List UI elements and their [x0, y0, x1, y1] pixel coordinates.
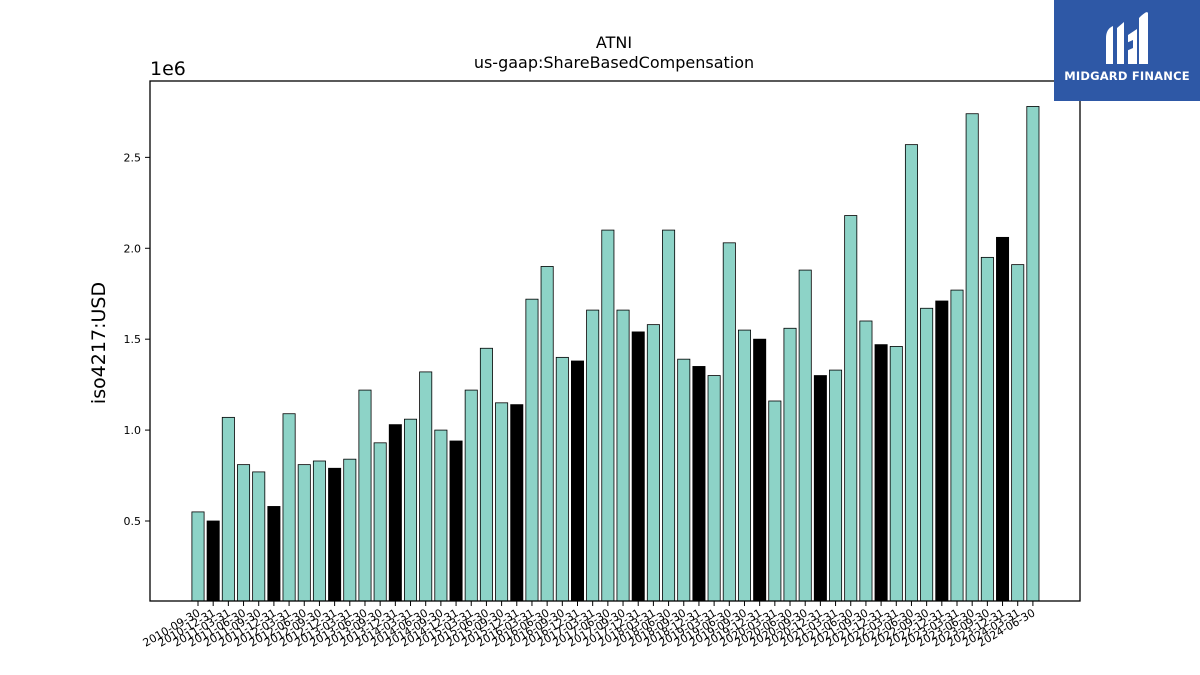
bars-group	[191, 106, 1040, 602]
bar-2018-03-31	[646, 324, 660, 602]
bar-2021-03-31	[829, 369, 843, 602]
bar-2020-03-31	[768, 400, 782, 602]
bar-2019-06-30	[722, 242, 736, 602]
bar-2021-09-30	[859, 320, 873, 602]
bar-2012-12-31	[328, 467, 342, 602]
bar-2014-09-30	[434, 429, 448, 602]
y-tick-label: 2.5	[124, 151, 142, 164]
bar-2023-03-31	[950, 289, 964, 602]
bar-2019-09-30	[737, 329, 751, 602]
bar-2020-09-30	[798, 269, 812, 602]
bar-2013-03-31	[343, 458, 357, 602]
bar-2013-09-30	[373, 442, 387, 602]
bar-2021-06-30	[844, 215, 858, 602]
y-axis: 0.5 1.0 1.5 2.0 2.5	[124, 151, 150, 528]
bar-2018-12-31	[692, 366, 706, 602]
bar-2011-03-31	[221, 416, 235, 602]
logo-text: MIDGARD FINANCE	[1064, 69, 1190, 83]
y-tick-label: 0.5	[124, 515, 142, 528]
logo-mark-icon	[1106, 12, 1148, 65]
bar-2014-12-31	[449, 440, 463, 602]
bar-2012-06-30	[297, 464, 311, 602]
chart-title: ATNI	[596, 33, 632, 52]
bar-2011-09-30	[252, 471, 266, 602]
bar-2012-09-30	[312, 460, 326, 602]
bar-2018-09-30	[677, 358, 691, 602]
bar-2022-06-30	[904, 144, 918, 602]
bar-2015-06-30	[479, 347, 493, 602]
bar-2017-12-31	[631, 331, 645, 602]
bar-2019-03-31	[707, 375, 721, 602]
bar-2024-03-31	[1011, 264, 1025, 602]
bar-2023-06-30	[965, 113, 979, 602]
y-tick-label: 1.5	[124, 333, 142, 346]
bar-2017-06-30	[601, 229, 615, 602]
bar-2016-03-31	[525, 298, 539, 602]
bar-2011-12-31	[267, 506, 281, 602]
y-tick-label: 1.0	[124, 424, 142, 437]
bar-2022-12-31	[935, 300, 949, 602]
bar-2024-06-30	[1026, 106, 1040, 602]
bar-2017-09-30	[616, 309, 630, 602]
bar-2019-12-31	[753, 338, 767, 602]
bar-2012-03-31	[282, 413, 296, 602]
bar-2014-03-31	[404, 418, 418, 602]
bar-2023-12-31	[996, 236, 1010, 602]
y-axis-label: iso4217:USD	[88, 282, 110, 404]
bar-2017-03-31	[586, 309, 600, 602]
y-offset-label: 1e6	[150, 58, 186, 80]
bar-2016-12-31	[571, 360, 585, 602]
midgard-finance-logo: MIDGARD FINANCE	[1054, 0, 1200, 101]
bar-2021-12-31	[874, 344, 888, 602]
bar-2013-06-30	[358, 389, 372, 602]
plot-frame	[149, 80, 1081, 602]
bar-2013-12-31	[388, 424, 402, 602]
chart-subtitle: us-gaap:ShareBasedCompensation	[474, 53, 754, 72]
bar-2015-09-30	[495, 402, 509, 602]
bar-2015-12-31	[510, 404, 524, 602]
bar-2020-12-31	[813, 375, 827, 602]
bar-2010-09-30	[191, 511, 205, 602]
x-axis: 2010-09-302010-12-312011-03-312011-06-30…	[141, 601, 1037, 650]
bar-2022-09-30	[920, 307, 934, 602]
bar-2020-06-30	[783, 327, 797, 602]
bar-2010-12-31	[206, 520, 220, 602]
y-tick-label: 2.0	[124, 242, 142, 255]
bar-2014-06-30	[419, 371, 433, 602]
bar-2023-09-30	[980, 256, 994, 602]
bar-2016-09-30	[555, 356, 569, 602]
bar-2022-03-31	[889, 346, 903, 602]
bar-2011-06-30	[237, 464, 251, 602]
bar-2018-06-30	[662, 229, 676, 602]
bar-2016-06-30	[540, 266, 554, 602]
bar-2015-03-31	[464, 389, 478, 602]
